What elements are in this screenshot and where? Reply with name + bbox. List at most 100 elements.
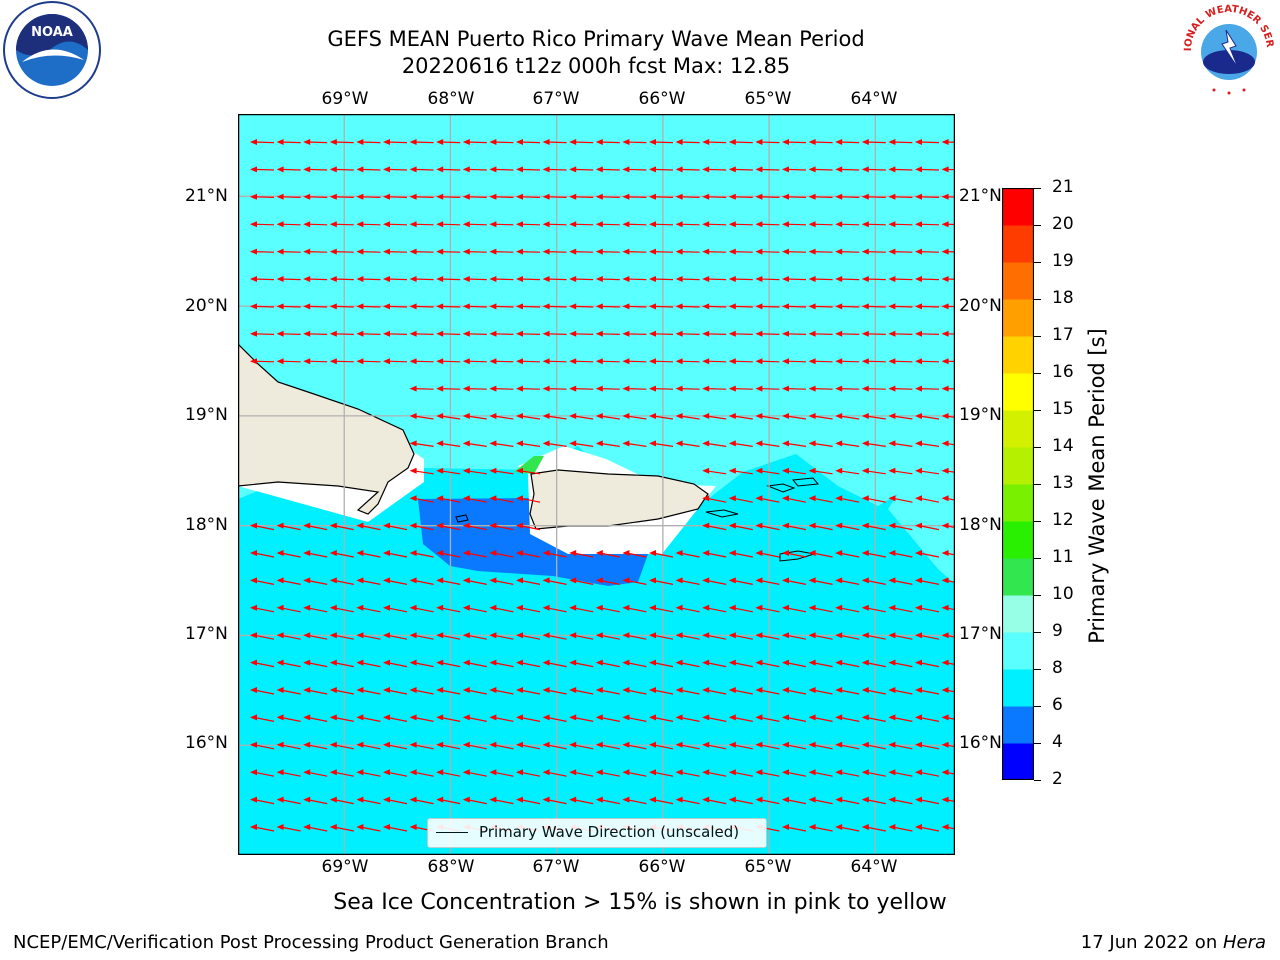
arrow-mark xyxy=(649,166,674,173)
arrow-mark xyxy=(941,385,955,392)
arrow-mark xyxy=(675,385,700,392)
arrow-mark xyxy=(383,221,408,228)
arrow-mark xyxy=(915,741,940,750)
arrow-mark xyxy=(436,796,461,805)
arrow-mark xyxy=(436,522,461,531)
arrow-mark xyxy=(835,741,860,750)
arrow-mark xyxy=(489,714,514,722)
arrow-mark xyxy=(276,303,301,310)
arrow-mark xyxy=(728,385,753,392)
arrow-mark xyxy=(276,824,301,832)
arrow-mark xyxy=(675,687,700,695)
arrow-mark xyxy=(941,714,955,721)
arrow-mark xyxy=(808,550,833,558)
lon-label-bottom: 66°W xyxy=(638,857,686,877)
mona-island xyxy=(455,514,469,523)
arrow-mark xyxy=(782,632,807,640)
arrow-mark xyxy=(542,166,567,173)
colorbar-tick-mark xyxy=(1034,595,1041,596)
arrow-mark xyxy=(516,550,541,558)
arrow-mark xyxy=(276,604,301,613)
arrow-mark xyxy=(728,193,753,200)
arrow-mark xyxy=(409,495,434,503)
arrow-mark xyxy=(329,193,354,200)
arrow-mark xyxy=(782,769,807,777)
footer-date: 17 Jun 2022 on Hera xyxy=(1081,932,1266,953)
arrow-mark xyxy=(861,358,886,365)
arrow-mark xyxy=(702,166,727,173)
arrow-mark xyxy=(383,632,408,640)
arrow-mark xyxy=(675,796,700,805)
colorbar-swatch xyxy=(1002,373,1034,411)
arrow-mark xyxy=(702,659,727,668)
arrow-mark xyxy=(356,824,381,832)
arrow-mark xyxy=(595,632,620,640)
arrow-mark xyxy=(675,248,700,255)
noaa-logo-text: NOAA xyxy=(31,25,73,40)
arrow-mark xyxy=(303,824,328,832)
arrow-mark xyxy=(915,358,940,365)
arrow-mark xyxy=(436,385,461,392)
arrow-mark xyxy=(755,796,780,805)
arrow-mark xyxy=(915,769,940,777)
arrow-mark xyxy=(436,330,461,337)
arrow-mark xyxy=(489,440,514,447)
arrow-mark xyxy=(383,193,408,200)
arrow-mark xyxy=(702,577,727,585)
arrow-mark xyxy=(329,687,354,695)
arrow-mark xyxy=(649,687,674,695)
arrow-mark xyxy=(622,604,647,613)
arrow-mark xyxy=(542,221,567,228)
footer-system: Hera xyxy=(1222,932,1266,953)
arrow-mark xyxy=(436,221,461,228)
arrow-mark xyxy=(569,276,594,282)
arrow-mark xyxy=(516,193,541,200)
arrow-mark xyxy=(595,714,620,722)
arrow-mark xyxy=(303,687,328,695)
arrow-mark xyxy=(569,166,594,173)
arrow-mark xyxy=(755,577,780,585)
arrow-mark xyxy=(622,796,647,805)
arrow-mark xyxy=(755,276,780,282)
colorbar-tick-mark xyxy=(1034,447,1041,448)
arrow-mark xyxy=(409,303,434,310)
arrow-mark xyxy=(303,221,328,228)
arrow-mark xyxy=(915,824,940,832)
arrow-mark xyxy=(489,303,514,310)
arrow-mark xyxy=(675,303,700,310)
arrow-mark xyxy=(702,358,727,365)
arrow-mark xyxy=(409,248,434,255)
arrow-mark xyxy=(888,604,913,613)
arrow-mark xyxy=(436,467,461,475)
arrow-mark xyxy=(888,358,913,365)
arrow-mark xyxy=(649,330,674,337)
arrow-mark xyxy=(782,796,807,805)
arrow-mark xyxy=(542,413,567,420)
arrow-mark xyxy=(888,193,913,200)
colorbar-tick-label: 8 xyxy=(1052,658,1063,678)
arrow-mark xyxy=(861,385,886,392)
arrow-mark xyxy=(649,714,674,722)
arrow-mark xyxy=(462,330,487,337)
arrow-mark xyxy=(462,276,487,282)
arrow-mark xyxy=(941,796,955,803)
arrow-mark xyxy=(861,221,886,228)
arrow-mark xyxy=(728,330,753,337)
arrow-mark xyxy=(808,824,833,832)
arrow-mark xyxy=(915,413,940,420)
arrow-mark xyxy=(835,467,860,475)
colorbar-tick-label: 9 xyxy=(1052,621,1063,641)
arrow-mark xyxy=(329,522,354,531)
arrow-mark xyxy=(649,276,674,282)
arrow-mark xyxy=(649,139,674,145)
colorbar-tick-mark xyxy=(1034,743,1041,744)
arrow-mark xyxy=(915,166,940,173)
arrow-mark xyxy=(329,358,354,365)
arrow-mark xyxy=(622,440,647,447)
arrow-mark xyxy=(782,413,807,420)
arrow-mark xyxy=(383,796,408,805)
footer-branch: NCEP/EMC/Verification Post Processing Pr… xyxy=(13,932,609,953)
arrow-mark xyxy=(728,550,753,558)
arrow-mark xyxy=(436,303,461,310)
arrow-mark xyxy=(835,796,860,805)
